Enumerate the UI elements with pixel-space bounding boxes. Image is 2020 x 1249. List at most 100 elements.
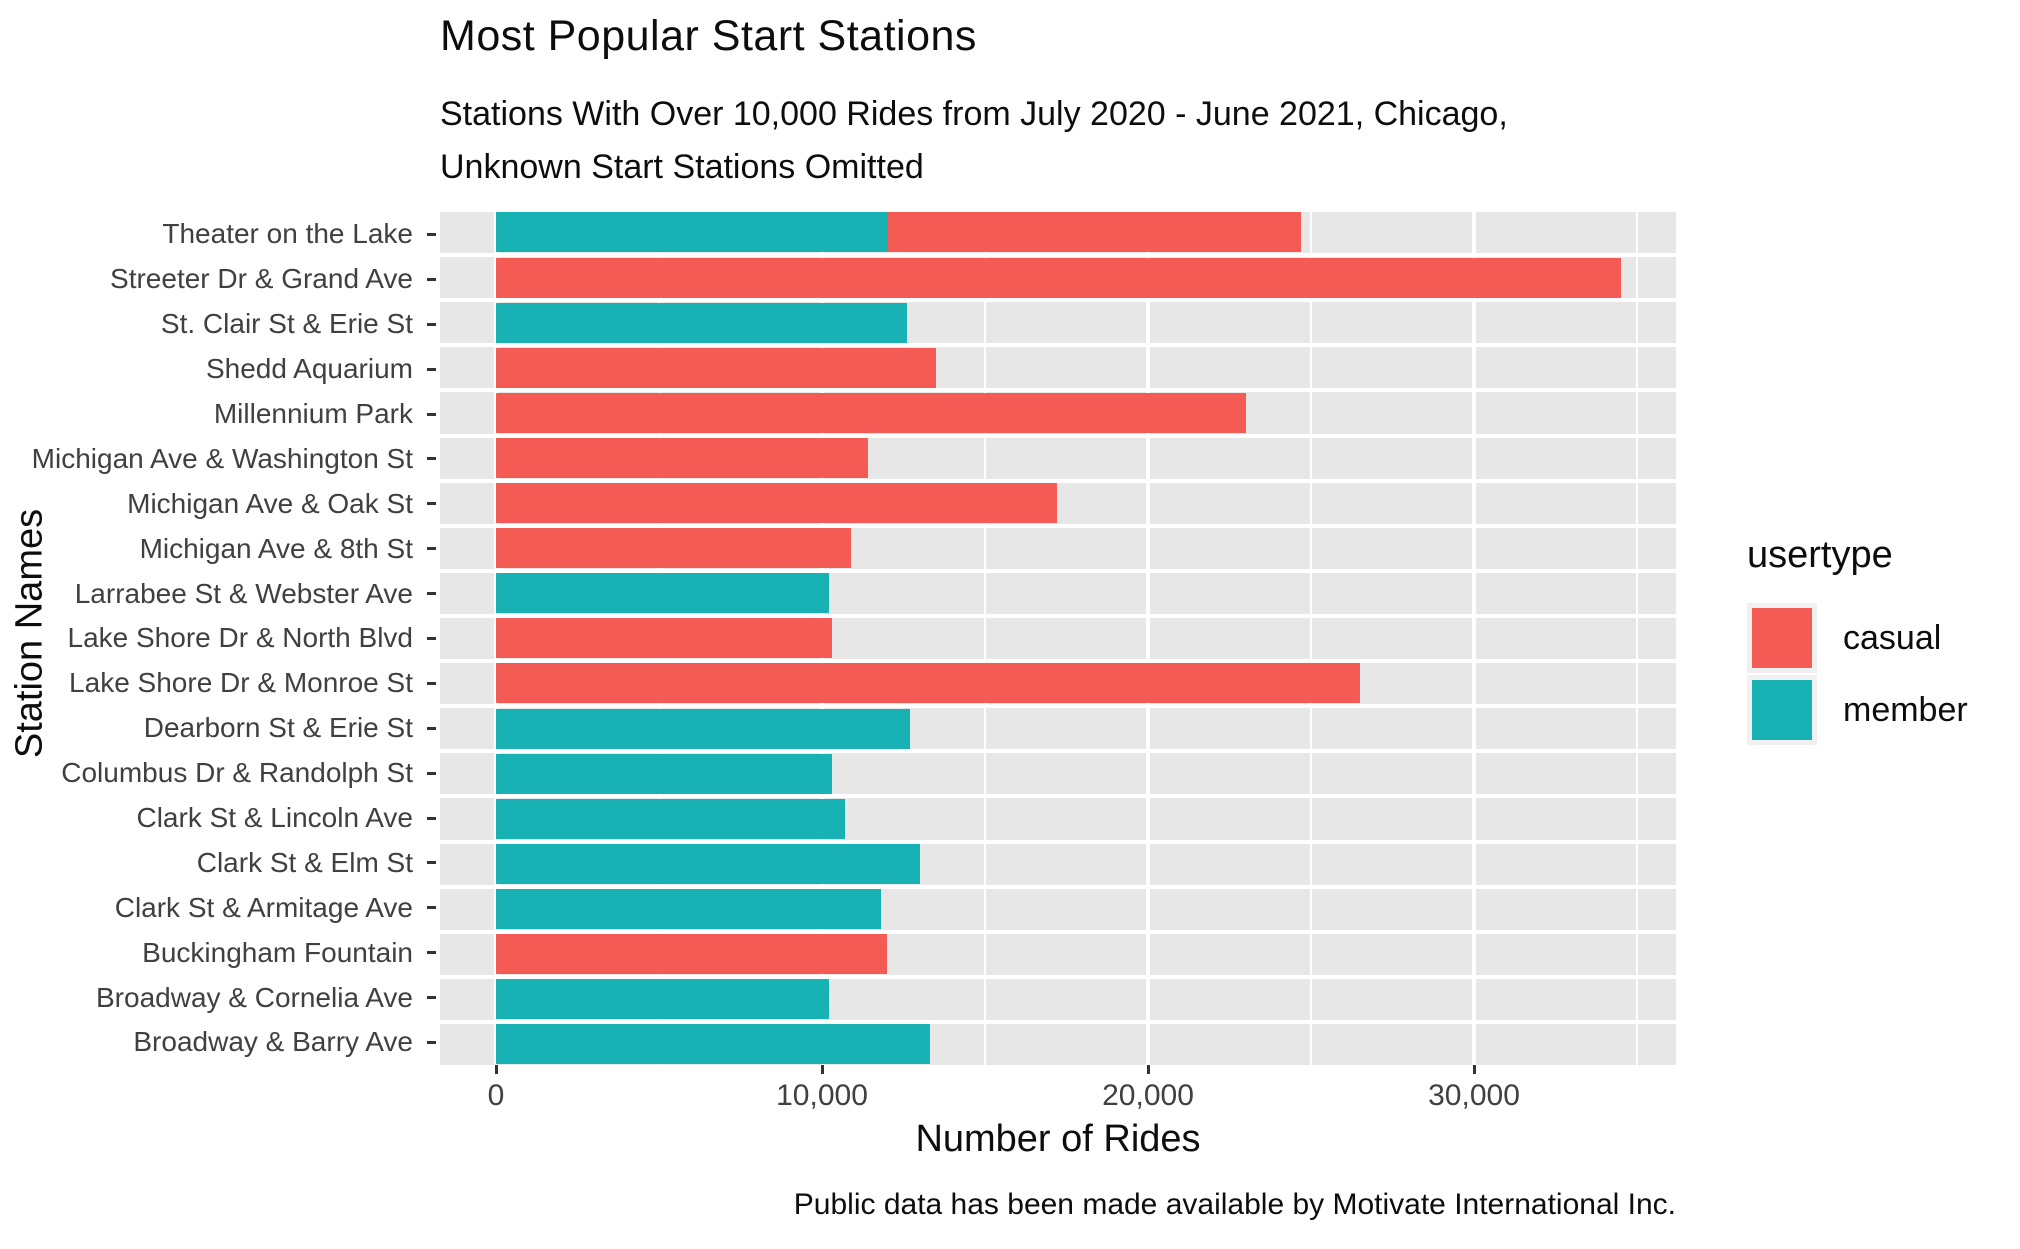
- bar-row: [440, 798, 1676, 844]
- legend-entry-casual: casual: [1747, 603, 1968, 673]
- y-axis-tick-mark: [427, 726, 436, 730]
- y-axis-label: Lake Shore Dr & Monroe St: [69, 667, 413, 699]
- y-axis-tick-mark: [427, 322, 436, 326]
- gridline-minor: [1309, 212, 1313, 1065]
- x-axis-tick-label: 0: [487, 1079, 505, 1112]
- y-axis-tick-mark: [427, 232, 436, 236]
- bar-row: [440, 843, 1676, 889]
- bar-row: [440, 212, 1676, 258]
- bar-segment-casual: [496, 483, 1057, 524]
- y-axis-tick-mark: [427, 547, 436, 551]
- y-axis-tick-mark: [427, 592, 436, 596]
- y-axis-tick-mark: [427, 457, 436, 461]
- chart-subtitle-line-1: Stations With Over 10,000 Rides from Jul…: [440, 95, 1508, 133]
- x-axis-title: Number of Rides: [915, 1118, 1201, 1160]
- legend-swatch-member: [1747, 675, 1817, 745]
- bar-segment-casual: [496, 528, 852, 569]
- y-axis-tick-mark: [427, 277, 436, 281]
- gridline-minor: [983, 212, 987, 1065]
- bar-segment-member: [496, 979, 829, 1020]
- y-axis-label-row: Columbus Dr & Randolph St: [0, 751, 440, 796]
- chart-caption: Public data has been made available by M…: [793, 1188, 1676, 1221]
- y-axis-tick-mark: [427, 412, 436, 416]
- y-axis-tick-mark: [427, 681, 436, 685]
- y-axis-label-row: Clark St & Armitage Ave: [0, 885, 440, 930]
- y-axis-label-row: Larrabee St & Webster Ave: [0, 571, 440, 616]
- y-axis-label-row: Michigan Ave & Oak St: [0, 481, 440, 526]
- bar-row: [440, 934, 1676, 979]
- y-axis-tick-mark: [427, 636, 436, 640]
- bar-row: [440, 483, 1676, 528]
- x-axis-tick-mark: [1472, 1065, 1476, 1074]
- bar-segment-casual: [496, 392, 1246, 433]
- y-axis-label: Millennium Park: [213, 398, 413, 429]
- y-axis-label: Shedd Aquarium: [205, 353, 413, 385]
- y-axis-label-row: Broadway & Cornelia Ave: [0, 975, 440, 1020]
- y-axis-label: Michigan Ave & 8th St: [139, 532, 413, 564]
- x-axis-ticks: 0 10,000 20,000 30,000: [440, 1065, 1676, 1125]
- bar-segment-member: [496, 573, 829, 614]
- y-axis-tick-mark: [427, 502, 436, 506]
- x-axis-tick-mark: [494, 1065, 498, 1074]
- gridline-major: [1146, 212, 1150, 1065]
- y-axis-label-row: Theater on the Lake: [0, 212, 440, 257]
- y-axis-tick-mark: [427, 996, 436, 1000]
- y-axis-tick-mark: [427, 1040, 436, 1044]
- bar-row: [440, 663, 1676, 709]
- bar-segment-member: [496, 753, 832, 794]
- bar-segment-casual: [496, 257, 1621, 298]
- bar-row: [440, 573, 1676, 618]
- bar-segment-casual: [496, 347, 937, 388]
- x-axis-tick-label: 10,000: [776, 1079, 868, 1112]
- bar-segment-casual: [887, 212, 1302, 253]
- chart-subtitle: Stations With Over 10,000 Rides from Jul…: [440, 88, 1508, 194]
- y-axis-label-row: Buckingham Fountain: [0, 930, 440, 975]
- bar-row: [440, 392, 1676, 438]
- y-axis-label-row: Michigan Ave & 8th St: [0, 526, 440, 571]
- legend: usertype casual member: [1747, 534, 1968, 747]
- bar-row: [440, 437, 1676, 483]
- y-axis-label: Clark St & Lincoln Ave: [136, 802, 413, 834]
- y-axis-label-row: Streeter Dr & Grand Ave: [0, 257, 440, 302]
- legend-label-casual: casual: [1843, 618, 1942, 657]
- y-axis-label-row: Shedd Aquarium: [0, 347, 440, 392]
- bar-segment-member: [496, 212, 888, 253]
- legend-entry-member: member: [1747, 675, 1968, 745]
- bar-segment-member: [496, 1024, 930, 1065]
- legend-title: usertype: [1747, 534, 1893, 576]
- x-axis-tick-label: 30,000: [1428, 1079, 1520, 1112]
- y-axis-label-row: Clark St & Elm St: [0, 840, 440, 885]
- bar-segment-member: [496, 708, 911, 749]
- bar-row: [440, 302, 1676, 348]
- y-axis-label: Broadway & Barry Ave: [133, 1026, 413, 1058]
- bar-row: [440, 889, 1676, 934]
- bar-row: [440, 708, 1676, 754]
- y-axis-label: Streeter Dr & Grand Ave: [110, 263, 413, 295]
- bar-row: [440, 618, 1676, 664]
- gridline-minor: [1635, 212, 1639, 1065]
- bar-row: [440, 528, 1676, 573]
- y-axis-label: St. Clair St & Erie St: [160, 308, 413, 340]
- y-axis-label: Michigan Ave & Washington St: [31, 442, 413, 474]
- x-axis-tick-mark: [820, 1065, 824, 1074]
- y-axis-label-row: Lake Shore Dr & North Blvd: [0, 616, 440, 661]
- y-axis-label: Buckingham Fountain: [142, 936, 413, 968]
- y-axis-label: Clark St & Armitage Ave: [114, 891, 413, 923]
- y-axis-label-row: Lake Shore Dr & Monroe St: [0, 661, 440, 706]
- legend-swatch-casual: [1747, 603, 1817, 673]
- bar-segment-casual: [496, 618, 832, 659]
- y-axis-tick-mark: [427, 816, 436, 820]
- y-axis-label: Broadway & Cornelia Ave: [96, 981, 413, 1013]
- y-axis-label: Lake Shore Dr & North Blvd: [67, 622, 414, 654]
- bar-rows: [440, 212, 1676, 1065]
- bar-row: [440, 753, 1676, 799]
- y-axis-labels: Theater on the Lake Streeter Dr & Grand A…: [0, 212, 440, 1065]
- legend-label-member: member: [1843, 690, 1968, 729]
- y-axis-label-row: Michigan Ave & Washington St: [0, 436, 440, 481]
- plot-panel: [440, 212, 1676, 1065]
- x-axis-tick-label: 20,000: [1102, 1079, 1194, 1112]
- y-axis-label-row: Broadway & Barry Ave: [0, 1020, 440, 1065]
- bar-segment-member: [496, 798, 845, 839]
- y-axis-label: Theater on the Lake: [162, 218, 413, 250]
- bar-segment-casual: [496, 437, 868, 478]
